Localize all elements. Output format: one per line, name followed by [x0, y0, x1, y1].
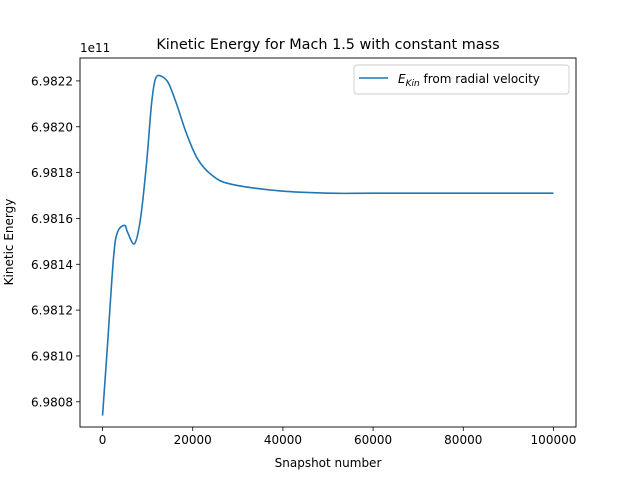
- x-tick-label: 0: [99, 433, 107, 447]
- legend-label-prefix: E: [398, 72, 406, 86]
- y-tick-label: 6.9820: [31, 120, 73, 134]
- x-tick-label: 60000: [354, 433, 392, 447]
- series-line: [101, 74, 554, 416]
- legend-frame: [353, 64, 570, 95]
- y-tick-label: 6.9814: [31, 258, 73, 272]
- y-tick-label: 6.9816: [31, 212, 73, 226]
- plot-frame: [79, 57, 577, 428]
- y-tick-label: 6.9818: [31, 166, 73, 180]
- x-tick-label: 40000: [264, 433, 302, 447]
- legend-label: EKin from radial velocity: [398, 72, 540, 89]
- chart-title: Kinetic Energy for Mach 1.5 with constan…: [156, 37, 499, 53]
- y-tick-label: 6.9808: [31, 395, 73, 409]
- x-tick-label: 20000: [174, 433, 212, 447]
- x-tick-label: 100000: [531, 433, 577, 447]
- y-tick-label: 6.9822: [31, 74, 73, 88]
- x-tick-label: 80000: [444, 433, 482, 447]
- x-axis-label: Snapshot number: [275, 456, 382, 470]
- legend-label-suffix: from radial velocity: [420, 72, 540, 86]
- y-axis-label: Kinetic Energy: [2, 199, 16, 286]
- y-tick-label: 6.9812: [31, 304, 73, 318]
- y-offset-label: 1e11: [80, 41, 110, 55]
- legend: EKin from radial velocity: [353, 64, 570, 95]
- y-tick-label: 6.9810: [31, 349, 73, 363]
- legend-label-subscript: Kin: [406, 79, 420, 89]
